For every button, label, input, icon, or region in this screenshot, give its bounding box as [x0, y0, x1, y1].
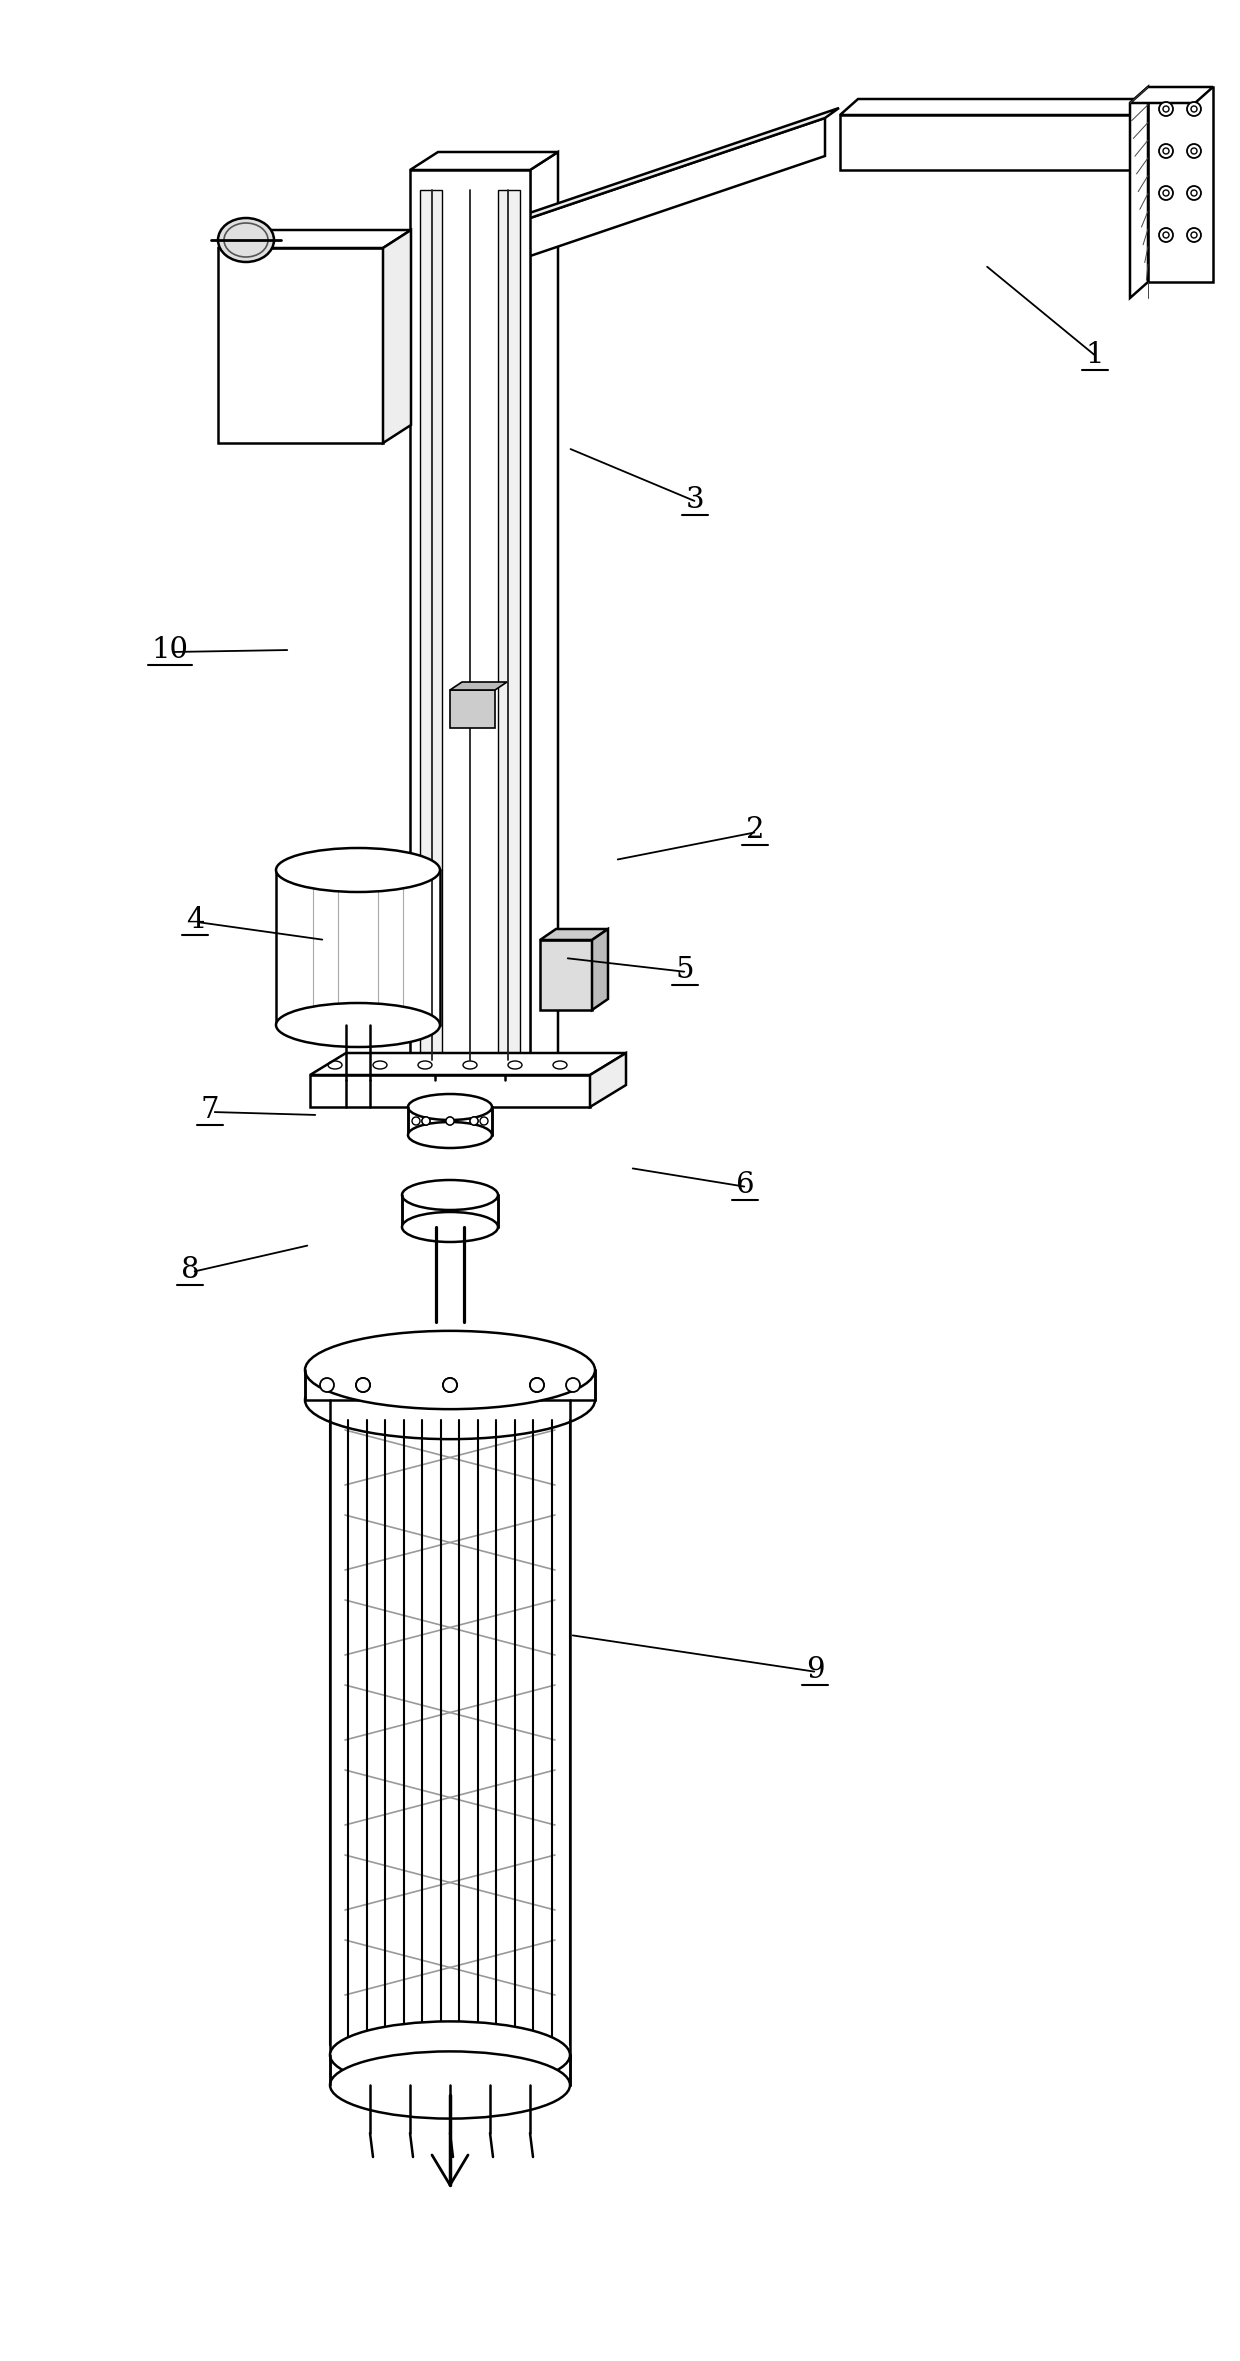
Polygon shape — [277, 869, 440, 1025]
Circle shape — [471, 220, 497, 246]
Ellipse shape — [408, 1093, 492, 1119]
Text: 4: 4 — [186, 907, 205, 935]
Ellipse shape — [330, 2021, 570, 2089]
Circle shape — [443, 1379, 458, 1393]
Circle shape — [422, 1117, 430, 1124]
Text: 10: 10 — [151, 635, 188, 663]
Circle shape — [1190, 231, 1197, 238]
Circle shape — [1187, 144, 1202, 158]
Polygon shape — [218, 229, 410, 248]
Bar — [498, 189, 520, 1060]
Circle shape — [320, 1379, 334, 1393]
Circle shape — [1163, 189, 1169, 196]
Text: 2: 2 — [745, 817, 764, 843]
Circle shape — [1190, 189, 1197, 196]
Polygon shape — [310, 1074, 590, 1107]
Circle shape — [1159, 144, 1173, 158]
Text: 1: 1 — [1086, 340, 1105, 368]
Ellipse shape — [218, 217, 274, 262]
Circle shape — [480, 1117, 489, 1124]
Text: 5: 5 — [676, 956, 694, 985]
Polygon shape — [463, 217, 507, 248]
Text: 9: 9 — [806, 1655, 825, 1683]
Circle shape — [529, 1379, 544, 1393]
Polygon shape — [539, 940, 591, 1011]
Ellipse shape — [402, 1211, 498, 1242]
Ellipse shape — [305, 1360, 595, 1440]
Circle shape — [443, 1379, 458, 1393]
Circle shape — [1190, 106, 1197, 111]
Polygon shape — [305, 1369, 595, 1400]
Circle shape — [1163, 149, 1169, 153]
Ellipse shape — [408, 1121, 492, 1147]
Polygon shape — [1130, 87, 1148, 297]
Circle shape — [1190, 149, 1197, 153]
Circle shape — [1159, 187, 1173, 201]
Polygon shape — [529, 151, 558, 1079]
Text: 7: 7 — [201, 1096, 219, 1124]
Polygon shape — [839, 99, 1153, 116]
Polygon shape — [480, 118, 825, 274]
Circle shape — [446, 1117, 454, 1124]
Circle shape — [1159, 229, 1173, 241]
Polygon shape — [1148, 87, 1213, 281]
Polygon shape — [590, 1053, 626, 1107]
Circle shape — [1187, 187, 1202, 201]
Circle shape — [356, 1379, 370, 1393]
Circle shape — [356, 1379, 370, 1393]
Circle shape — [446, 1117, 454, 1124]
Polygon shape — [450, 682, 507, 689]
Polygon shape — [330, 2054, 570, 2085]
Ellipse shape — [277, 848, 440, 892]
Polygon shape — [410, 170, 529, 1079]
Polygon shape — [310, 1053, 626, 1074]
Polygon shape — [539, 928, 608, 940]
Ellipse shape — [330, 2052, 570, 2118]
Circle shape — [1163, 106, 1169, 111]
Circle shape — [1187, 102, 1202, 116]
Polygon shape — [591, 928, 608, 1011]
Ellipse shape — [305, 1332, 595, 1410]
Circle shape — [470, 1117, 479, 1124]
Circle shape — [1187, 229, 1202, 241]
Polygon shape — [383, 229, 410, 444]
Text: 3: 3 — [686, 486, 704, 515]
Polygon shape — [839, 116, 1135, 170]
Polygon shape — [410, 151, 558, 170]
Polygon shape — [1130, 87, 1213, 104]
Ellipse shape — [402, 1180, 498, 1209]
Circle shape — [470, 1117, 479, 1124]
Circle shape — [1163, 231, 1169, 238]
Bar — [420, 189, 441, 1060]
Circle shape — [476, 224, 492, 241]
Circle shape — [1159, 102, 1173, 116]
Circle shape — [412, 1117, 420, 1124]
Polygon shape — [402, 1195, 498, 1228]
Polygon shape — [480, 109, 839, 236]
Text: 8: 8 — [181, 1256, 200, 1284]
Circle shape — [422, 1117, 430, 1124]
Ellipse shape — [277, 1003, 440, 1046]
Polygon shape — [408, 1107, 492, 1136]
Circle shape — [565, 1379, 580, 1393]
Text: 6: 6 — [735, 1171, 754, 1199]
Bar — [450, 689, 495, 727]
Circle shape — [529, 1379, 544, 1393]
Polygon shape — [463, 210, 520, 217]
Polygon shape — [218, 248, 383, 444]
